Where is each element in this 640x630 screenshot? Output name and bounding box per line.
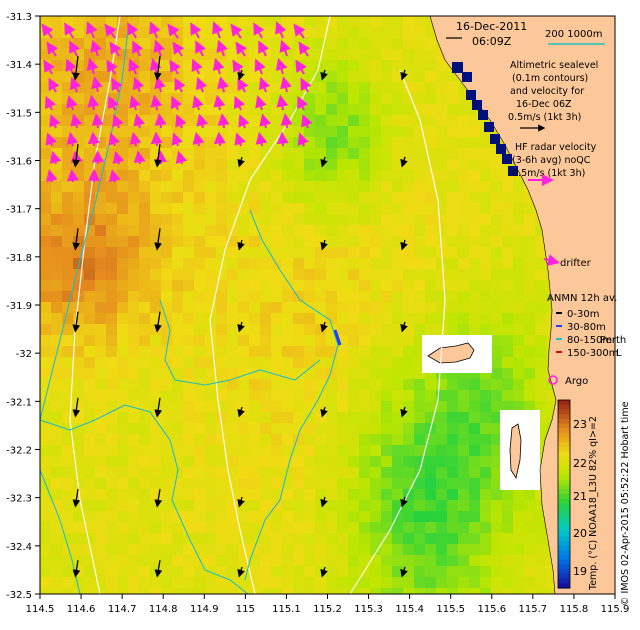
hf-legend: HF radar velocity (3-6h avg) noQC 0.5m/s… [512,142,597,186]
svg-text:30-80m: 30-80m [567,322,606,333]
svg-text:HF radar velocity: HF radar velocity [515,142,597,153]
y-tick-label: -32.5 [6,590,32,601]
drifter-label: drifter [560,258,592,269]
anmn-mooring-marker [333,329,342,346]
y-tick-label: -31.8 [6,253,32,264]
y-tick-label: -31.5 [6,108,32,119]
y-tick-label: -31.3 [6,12,32,23]
y-tick-label: -32.4 [6,542,32,553]
y-axis: -31.3 -31.4 -31.5 -31.6 -31.7 -31.8 -31.9 -32 -3… [6,12,40,601]
y-tick-label: -32 [16,349,32,360]
x-tick-label: 115.9 [601,604,630,615]
svg-text:23: 23 [573,418,587,431]
svg-text:19: 19 [573,565,587,578]
sealevel-contours [69,16,446,594]
x-tick-label: 114.9 [190,604,219,615]
y-tick-label: -32.2 [6,446,32,457]
svg-text:80-150m: 80-150m [567,335,612,346]
rottnest-island [427,342,475,364]
altimetric-arrows [72,55,408,578]
svg-text:21: 21 [573,490,587,503]
svg-text:Altimetric sealevel: Altimetric sealevel [510,60,598,71]
svg-text:150-300m: 150-300m [567,348,619,359]
x-tick-label: 114.8 [149,604,178,615]
y-tick-label: -32.1 [6,397,32,408]
colorbar-title: Temp. (°C) NOAA18_L3U 82% qI>=2 [588,416,599,591]
svg-text:20: 20 [573,527,587,540]
y-tick-label: -32.3 [6,494,32,505]
argo-label: Argo [565,376,588,387]
x-tick-label: 115.1 [272,604,301,615]
colorbar [557,399,571,589]
svg-text:0.5m/s (1kt 3h): 0.5m/s (1kt 3h) [508,112,581,123]
x-tick-label: 115.2 [313,604,342,615]
drifter-legend: drifter [543,254,592,269]
y-tick-label: -31.7 [6,205,32,216]
scale-label: 200 1000m [545,29,602,40]
svg-text:(0.1m contours): (0.1m contours) [512,73,588,84]
x-tick-label: 115 [236,604,255,615]
svg-text:ANMN 12h av.: ANMN 12h av. [547,293,617,304]
x-tick-label: 115.7 [519,604,548,615]
x-axis: 114.5 114.6 114.7 114.8 114.9 115 115.1 115.2 11… [26,594,630,615]
svg-text:0.5m/s (1kt 3h): 0.5m/s (1kt 3h) [512,168,585,179]
svg-text:22: 22 [573,457,587,470]
x-tick-label: 115.4 [395,604,424,615]
header-date: 16-Dec-2011 [456,20,527,33]
garden-island [509,423,522,480]
argo-marker [548,375,558,385]
svg-text:0-30m: 0-30m [567,309,599,320]
y-tick-label: -31.9 [6,301,32,312]
x-tick-label: 115.6 [477,604,506,615]
x-tick-label: 115.3 [354,604,383,615]
svg-text:(3-6h avg) noQC: (3-6h avg) noQC [512,155,591,166]
y-tick-label: -31.4 [6,60,32,71]
place-label: Perth [600,335,626,346]
x-tick-label: 115.8 [560,604,589,615]
svg-text:L: L [616,348,622,359]
header-time: 06:09Z [472,35,512,48]
coastal-pixels [452,62,518,176]
sealevel-legend: Altimetric sealevel (0.1m contours) and … [508,60,598,132]
x-tick-label: 114.7 [108,604,137,615]
anmn-legend: ANMN 12h av. 0-30m 30-80m 80-150m Perth … [547,293,626,359]
y-tick-label: -31.6 [6,157,32,168]
x-tick-label: 114.6 [67,604,96,615]
x-tick-label: 114.5 [26,604,55,615]
credit-text: © IMOS 02-Apr-2015 05:52:22 Hobart time [620,401,631,606]
colorbar-ticks: 23 22 21 20 19 [573,418,587,578]
svg-text:16-Dec 06Z: 16-Dec 06Z [516,99,572,110]
svg-text:and velocity for: and velocity for [510,86,584,97]
x-tick-label: 115.5 [436,604,465,615]
